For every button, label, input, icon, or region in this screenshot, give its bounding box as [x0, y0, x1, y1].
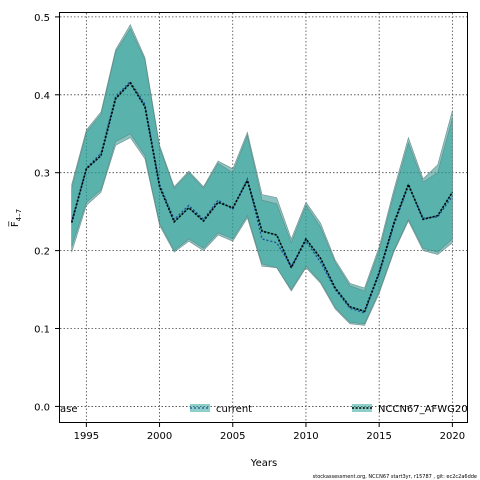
footer-text: stockassessment.org, NCCN67 start3yr, r1… — [313, 474, 477, 480]
x-axis-title: Years — [250, 458, 277, 469]
plot-frame — [59, 12, 468, 423]
x-tick-label: 2015 — [366, 431, 391, 442]
x-tick-label: 2005 — [220, 431, 245, 442]
y-axis-title: F̅4–7 — [8, 209, 23, 227]
y-tick-label: 0.2 — [34, 247, 50, 258]
y-axis: 0.0 0.1 0.2 0.3 0.4 0.5 — [34, 13, 60, 413]
y-tick-label: 0.3 — [34, 169, 50, 180]
legend-label: NCCN67_AFWG20 — [378, 404, 468, 415]
series-line-nccn67_afwg2022 — [70, 81, 454, 313]
y-tick-label: 0.4 — [34, 91, 50, 102]
series-lines — [70, 80, 454, 314]
confidence-band-current — [71, 27, 453, 325]
svg-text:F̅4–7: F̅4–7 — [8, 209, 23, 227]
x-tick-label: 1995 — [74, 431, 99, 442]
x-tick-label: 2020 — [440, 431, 465, 442]
confidence-band-ase — [71, 24, 453, 326]
legend-label: ase — [60, 404, 78, 415]
legend: ase current NCCN67_AFWG20 — [60, 404, 468, 415]
y-tick-label: 0.5 — [34, 13, 50, 24]
legend-label: current — [216, 404, 252, 415]
x-tick-label: 2010 — [293, 431, 318, 442]
y-tick-label: 0.0 — [34, 402, 50, 413]
x-tick-label: 2000 — [147, 431, 172, 442]
y-axis-title-sub: 4–7 — [15, 209, 23, 221]
confidence-bands — [71, 24, 453, 326]
y-axis-title-main: F̅ — [8, 220, 21, 227]
x-axis: 1995 2000 2005 2010 2015 2020 — [74, 422, 465, 442]
series-line-current — [71, 80, 453, 314]
y-tick-label: 0.1 — [34, 325, 50, 336]
legend-swatch — [352, 404, 372, 412]
